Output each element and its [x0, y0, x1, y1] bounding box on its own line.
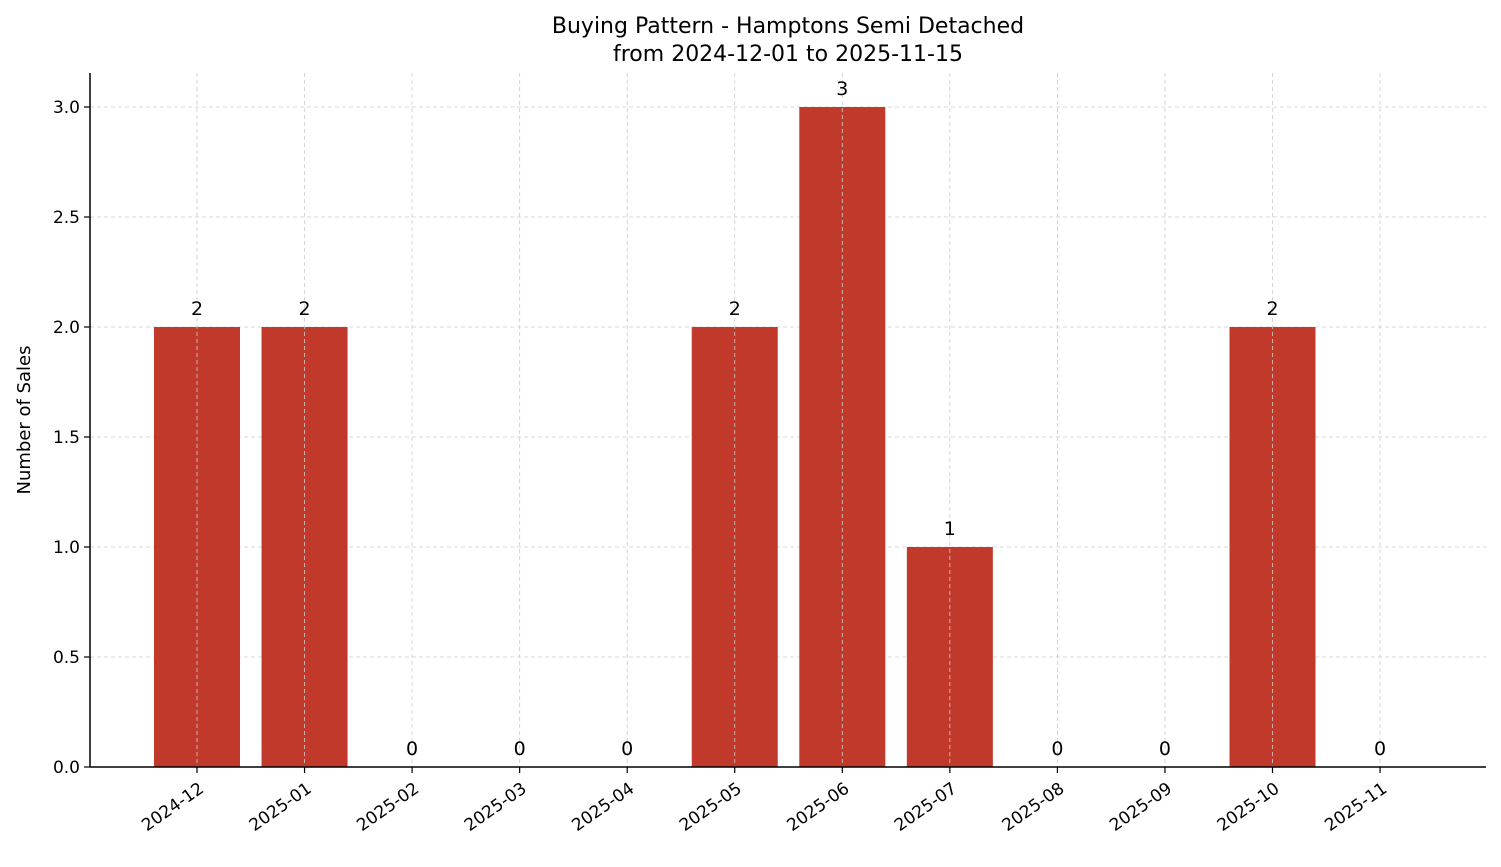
x-tick-label: 2025-09 [1106, 779, 1176, 836]
x-tick-label: 2025-05 [676, 779, 746, 836]
x-tick-label: 2025-07 [891, 779, 961, 836]
y-axis-label: Number of Sales [14, 345, 35, 494]
chart-subtitle: from 2024-12-01 to 2025-11-15 [613, 42, 963, 67]
x-tick-label: 2025-01 [246, 779, 316, 836]
x-tick-label: 2025-06 [784, 779, 854, 836]
data-label: 0 [1051, 738, 1063, 760]
y-tick-label: 1.5 [53, 428, 80, 448]
data-label: 1 [944, 518, 956, 540]
bar-2025-01 [261, 327, 348, 767]
data-label: 2 [1266, 298, 1278, 320]
bar-2024-12 [154, 327, 240, 767]
y-tick-label: 2.5 [53, 208, 80, 228]
data-label: 0 [1374, 738, 1386, 760]
x-tick-label: 2025-08 [999, 779, 1069, 836]
data-label: 0 [621, 738, 633, 760]
bar-2025-10 [1229, 327, 1316, 767]
x-tick-label: 2024-12 [138, 779, 208, 836]
y-tick-label: 0.5 [53, 648, 80, 668]
data-label: 3 [836, 78, 848, 100]
data-label: 0 [1159, 738, 1171, 760]
x-tick-label: 2025-11 [1321, 779, 1391, 836]
y-tick-label: 0.0 [53, 758, 80, 778]
chart-title: Buying Pattern - Hamptons Semi Detached [552, 14, 1024, 39]
data-label: 2 [299, 298, 311, 320]
y-tick-label: 3.0 [53, 98, 80, 118]
data-label: 0 [514, 738, 526, 760]
bar-2025-05 [691, 327, 778, 767]
y-tick-label: 1.0 [53, 538, 80, 558]
data-label: 0 [406, 738, 418, 760]
data-label: 2 [729, 298, 741, 320]
x-tick-label: 2025-02 [353, 779, 423, 836]
y-tick-label: 2.0 [53, 318, 80, 338]
x-tick-label: 2025-04 [568, 779, 638, 836]
x-tick-label: 2025-03 [461, 779, 531, 836]
data-label: 2 [191, 298, 203, 320]
x-tick-label: 2025-10 [1214, 779, 1284, 836]
